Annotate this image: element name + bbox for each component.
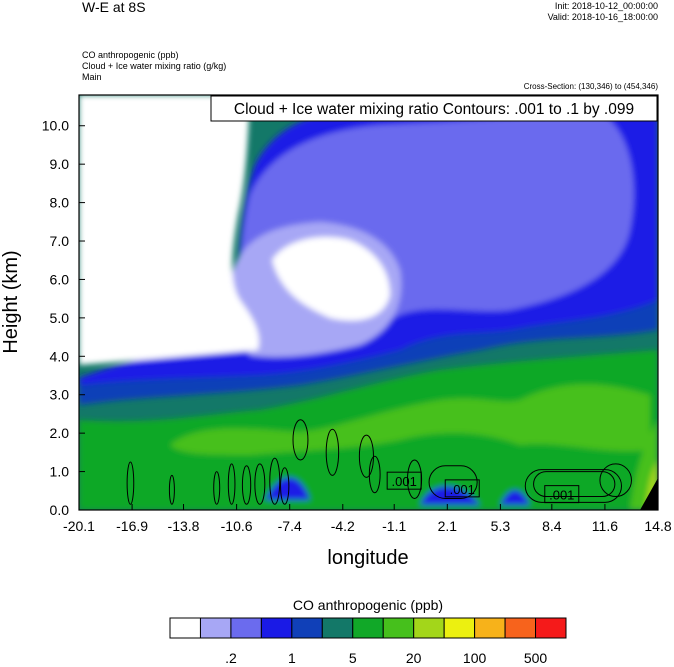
contour-label: .001 xyxy=(450,482,475,497)
contour-label: .001 xyxy=(392,474,417,489)
plot-frame xyxy=(78,94,659,511)
x-tick-label: 8.4 xyxy=(542,518,562,534)
terrain xyxy=(640,478,658,510)
colorbar-swatch xyxy=(291,617,323,639)
x-tick-label: 11.6 xyxy=(592,518,618,534)
x-tick-label: 14.8 xyxy=(644,518,671,534)
colorbar-swatch xyxy=(169,617,201,639)
chart-title-box: Cloud + Ice water mixing ratio Contours:… xyxy=(210,95,658,122)
contour-band xyxy=(292,419,309,461)
field-2: Cloud + Ice water mixing ratio (g/kg) xyxy=(82,61,227,71)
contour-label-box xyxy=(444,479,480,498)
chart-title-background xyxy=(210,95,658,122)
x-axis: -20.1 -16.9 -13.8 -10.6 -7.4 -4.2 -1.1 2.1 5.3 8.… xyxy=(63,504,672,534)
y-axis-label: Height (km) xyxy=(0,250,22,353)
field-lightgreen xyxy=(170,384,650,455)
colorbar-swatch xyxy=(199,617,232,639)
colorbar-swatch xyxy=(382,617,415,639)
y-tick-label: 0.0 xyxy=(50,502,70,518)
contour-label-box xyxy=(544,485,580,504)
contour-loop xyxy=(168,474,175,505)
field-3: Main xyxy=(82,72,102,82)
chart-title: Cloud + Ice water mixing ratio Contours:… xyxy=(234,101,634,118)
x-tick-label: 5.3 xyxy=(491,518,511,534)
init-time: Init: 2018-10-12_00:00:00 xyxy=(554,1,658,11)
y-tick-label: 9.0 xyxy=(50,156,70,172)
colorbar-tick-label: .2 xyxy=(225,650,237,666)
field-white-upper xyxy=(79,95,260,365)
colorbar-tick-label: 5 xyxy=(349,650,357,666)
y-tick-label: 4.0 xyxy=(50,348,70,364)
colorbar-swatch xyxy=(230,617,262,639)
field-surface-blue-2 xyxy=(420,486,480,505)
y-tick-label: 7.0 xyxy=(50,233,70,249)
contour-band xyxy=(368,455,381,494)
x-tick-label: 2.1 xyxy=(438,518,458,534)
plot-title: W-E at 8S xyxy=(82,0,146,15)
colorbar-swatch xyxy=(321,617,354,639)
contour-label: .001 xyxy=(549,488,574,503)
field-white-core xyxy=(272,236,390,321)
y-tick-label: 6.0 xyxy=(50,271,70,287)
colorbar-swatch xyxy=(413,617,445,639)
colorbar: .2 1 5 20 100 500 xyxy=(169,617,567,666)
contour-band xyxy=(599,463,632,498)
colorbar-label: CO anthropogenic (ppb) xyxy=(293,597,443,613)
y-tick-label: 1.0 xyxy=(50,464,70,480)
contour-loop xyxy=(269,457,281,505)
x-axis-label: longitude xyxy=(327,547,408,569)
x-tick-label: -1.1 xyxy=(382,518,406,534)
y-axis: 0.0 1.0 2.0 3.0 4.0 5.0 6.0 7.0 8.0 9.0 10.0 xyxy=(42,118,85,518)
x-tick-label: -4.2 xyxy=(331,518,355,534)
contour-loop xyxy=(213,471,221,505)
colorbar-tick-label: 1 xyxy=(288,650,296,666)
colorbar-swatch xyxy=(474,617,506,639)
field-surface-blue-3 xyxy=(500,490,530,505)
colorbar-swatch xyxy=(260,617,293,639)
x-tick-label: -20.1 xyxy=(63,518,95,534)
colorbar-swatch xyxy=(352,617,384,639)
colorbar-tick-label: 100 xyxy=(463,650,487,666)
contour-loop xyxy=(126,461,135,505)
x-tick-label: -13.8 xyxy=(168,518,200,534)
y-tick-label: 3.0 xyxy=(50,387,70,403)
x-tick-label: -16.9 xyxy=(116,518,148,534)
valid-time: Valid: 2018-10-16_18:00:00 xyxy=(547,12,658,22)
x-tick-label: -10.6 xyxy=(221,518,253,534)
contour-band xyxy=(533,471,616,498)
cloud-contours xyxy=(126,419,632,505)
colorbar-swatch xyxy=(443,617,476,639)
colorbar-swatch xyxy=(504,617,537,639)
colorbar-tick-label: 20 xyxy=(406,650,422,666)
contour-labels: .001 .001 .001 xyxy=(386,471,580,504)
contour-band xyxy=(325,428,340,476)
contour-band xyxy=(428,465,478,499)
y-tick-label: 8.0 xyxy=(50,195,70,211)
contour-loop xyxy=(227,463,236,505)
field-surface-blue-1 xyxy=(265,477,310,500)
contour-label-box xyxy=(386,471,422,490)
contour-loop xyxy=(254,463,266,505)
y-tick-label: 10.0 xyxy=(42,118,69,134)
field-1: CO anthropogenic (ppb) xyxy=(82,50,179,60)
x-tick-label: -7.4 xyxy=(278,518,302,534)
cross-section-info: Cross-Section: (130,346) to (454,346) xyxy=(523,82,658,91)
filled-field xyxy=(79,95,658,510)
y-tick-label: 2.0 xyxy=(50,425,70,441)
contour-loop xyxy=(280,467,290,505)
time-info: Init: 2018-10-12_00:00:00 Valid: 2018-10… xyxy=(548,1,658,23)
contour-loop xyxy=(241,465,252,505)
colorbar-tick-label: 500 xyxy=(524,650,548,666)
y-tick-label: 5.0 xyxy=(50,310,70,326)
field-list: CO anthropogenic (ppb) Cloud + Ice water… xyxy=(82,50,226,83)
colorbar-swatch xyxy=(535,617,567,639)
